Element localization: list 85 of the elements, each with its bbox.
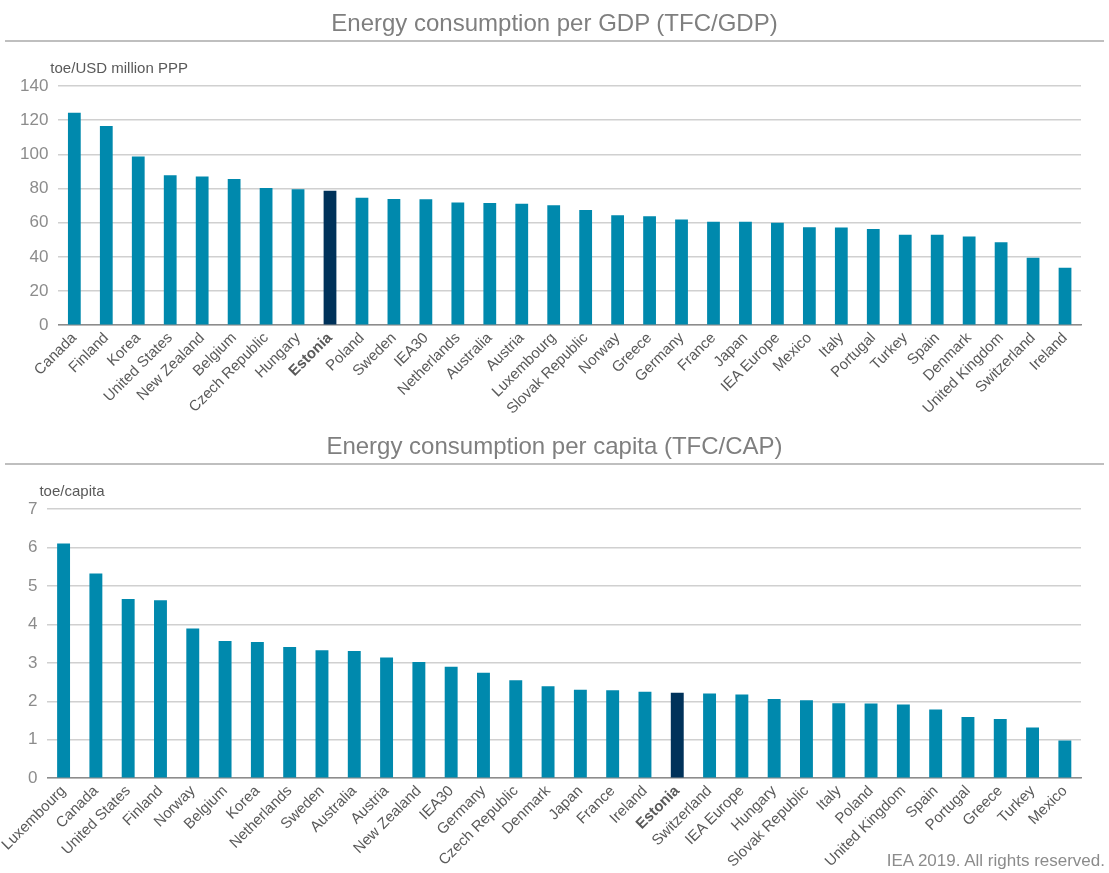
bar — [864, 703, 878, 778]
bar — [547, 205, 561, 325]
bar — [387, 198, 401, 325]
bar — [154, 600, 167, 778]
y-axis-title: toe/capita — [39, 481, 106, 499]
y-tick-label: 100 — [19, 144, 49, 164]
bar — [541, 686, 555, 778]
bar — [767, 698, 781, 778]
bar — [451, 202, 465, 325]
y-tick-label: 6 — [27, 537, 38, 557]
bar — [186, 628, 200, 778]
bar — [347, 650, 361, 778]
bar — [896, 704, 910, 778]
y-tick-label: 60 — [29, 212, 49, 232]
bar — [771, 222, 784, 325]
bar — [606, 690, 620, 778]
bar — [800, 700, 813, 778]
y-tick-label: 40 — [29, 246, 49, 266]
bar — [1026, 727, 1040, 778]
y-tick-label: 7 — [27, 498, 38, 518]
bar — [283, 647, 297, 778]
bar — [735, 694, 749, 778]
bar — [477, 672, 490, 778]
bar — [89, 573, 103, 778]
bar — [509, 680, 523, 778]
y-tick-label: 4 — [27, 614, 38, 634]
chart-title: Energy consumption per GDP (TFC/GDP) — [5, 6, 1104, 42]
bar — [834, 227, 848, 325]
bar — [57, 543, 71, 778]
bar — [670, 692, 684, 778]
y-tick-label: 0 — [38, 314, 49, 334]
y-tick-label: 3 — [27, 652, 38, 672]
bar — [67, 112, 81, 325]
bar — [1026, 257, 1040, 325]
bar — [703, 693, 717, 778]
bar — [515, 203, 529, 325]
bar — [929, 709, 943, 778]
bar — [961, 717, 975, 778]
bar — [1058, 267, 1072, 325]
bar — [802, 227, 816, 325]
bar — [250, 642, 264, 778]
bar — [163, 175, 177, 325]
bar — [259, 188, 273, 325]
text: IEA 2019. All rights reserved. — [886, 851, 1105, 871]
bar — [675, 219, 688, 325]
y-tick-label: 80 — [29, 178, 49, 198]
bar — [611, 215, 625, 325]
bar — [832, 703, 846, 778]
bar — [444, 666, 458, 778]
bar — [227, 178, 241, 325]
bar — [1058, 740, 1072, 778]
y-tick-label: 120 — [19, 109, 49, 129]
y-tick-label: 140 — [19, 75, 49, 95]
bar — [195, 176, 209, 325]
chart-title: Energy consumption per capita (TFC/CAP) — [5, 429, 1104, 465]
y-tick-label: 1 — [27, 729, 38, 749]
bar — [707, 221, 720, 325]
bar — [121, 599, 135, 778]
bar — [930, 234, 944, 325]
bar — [579, 210, 593, 325]
bar — [866, 229, 880, 325]
bar — [131, 156, 145, 325]
bar — [898, 234, 912, 325]
y-tick-label: 5 — [27, 575, 38, 595]
bar — [355, 197, 369, 325]
bar — [962, 236, 976, 325]
bar — [380, 657, 394, 778]
bar — [99, 125, 113, 325]
bar — [412, 662, 426, 778]
y-tick-label: 2 — [27, 690, 38, 710]
bar — [643, 216, 656, 325]
bar — [323, 190, 337, 325]
bar — [291, 189, 305, 325]
bar — [993, 718, 1007, 778]
bar — [573, 689, 587, 778]
bar — [994, 242, 1008, 325]
bar — [483, 202, 497, 325]
y-axis-title: toe/USD million PPP — [50, 58, 188, 76]
y-tick-label: 20 — [29, 280, 49, 300]
bar — [638, 691, 652, 778]
bar — [419, 199, 433, 325]
y-tick-label: 0 — [27, 767, 38, 787]
bar — [218, 640, 232, 778]
bar — [739, 221, 752, 325]
bar — [315, 650, 329, 778]
